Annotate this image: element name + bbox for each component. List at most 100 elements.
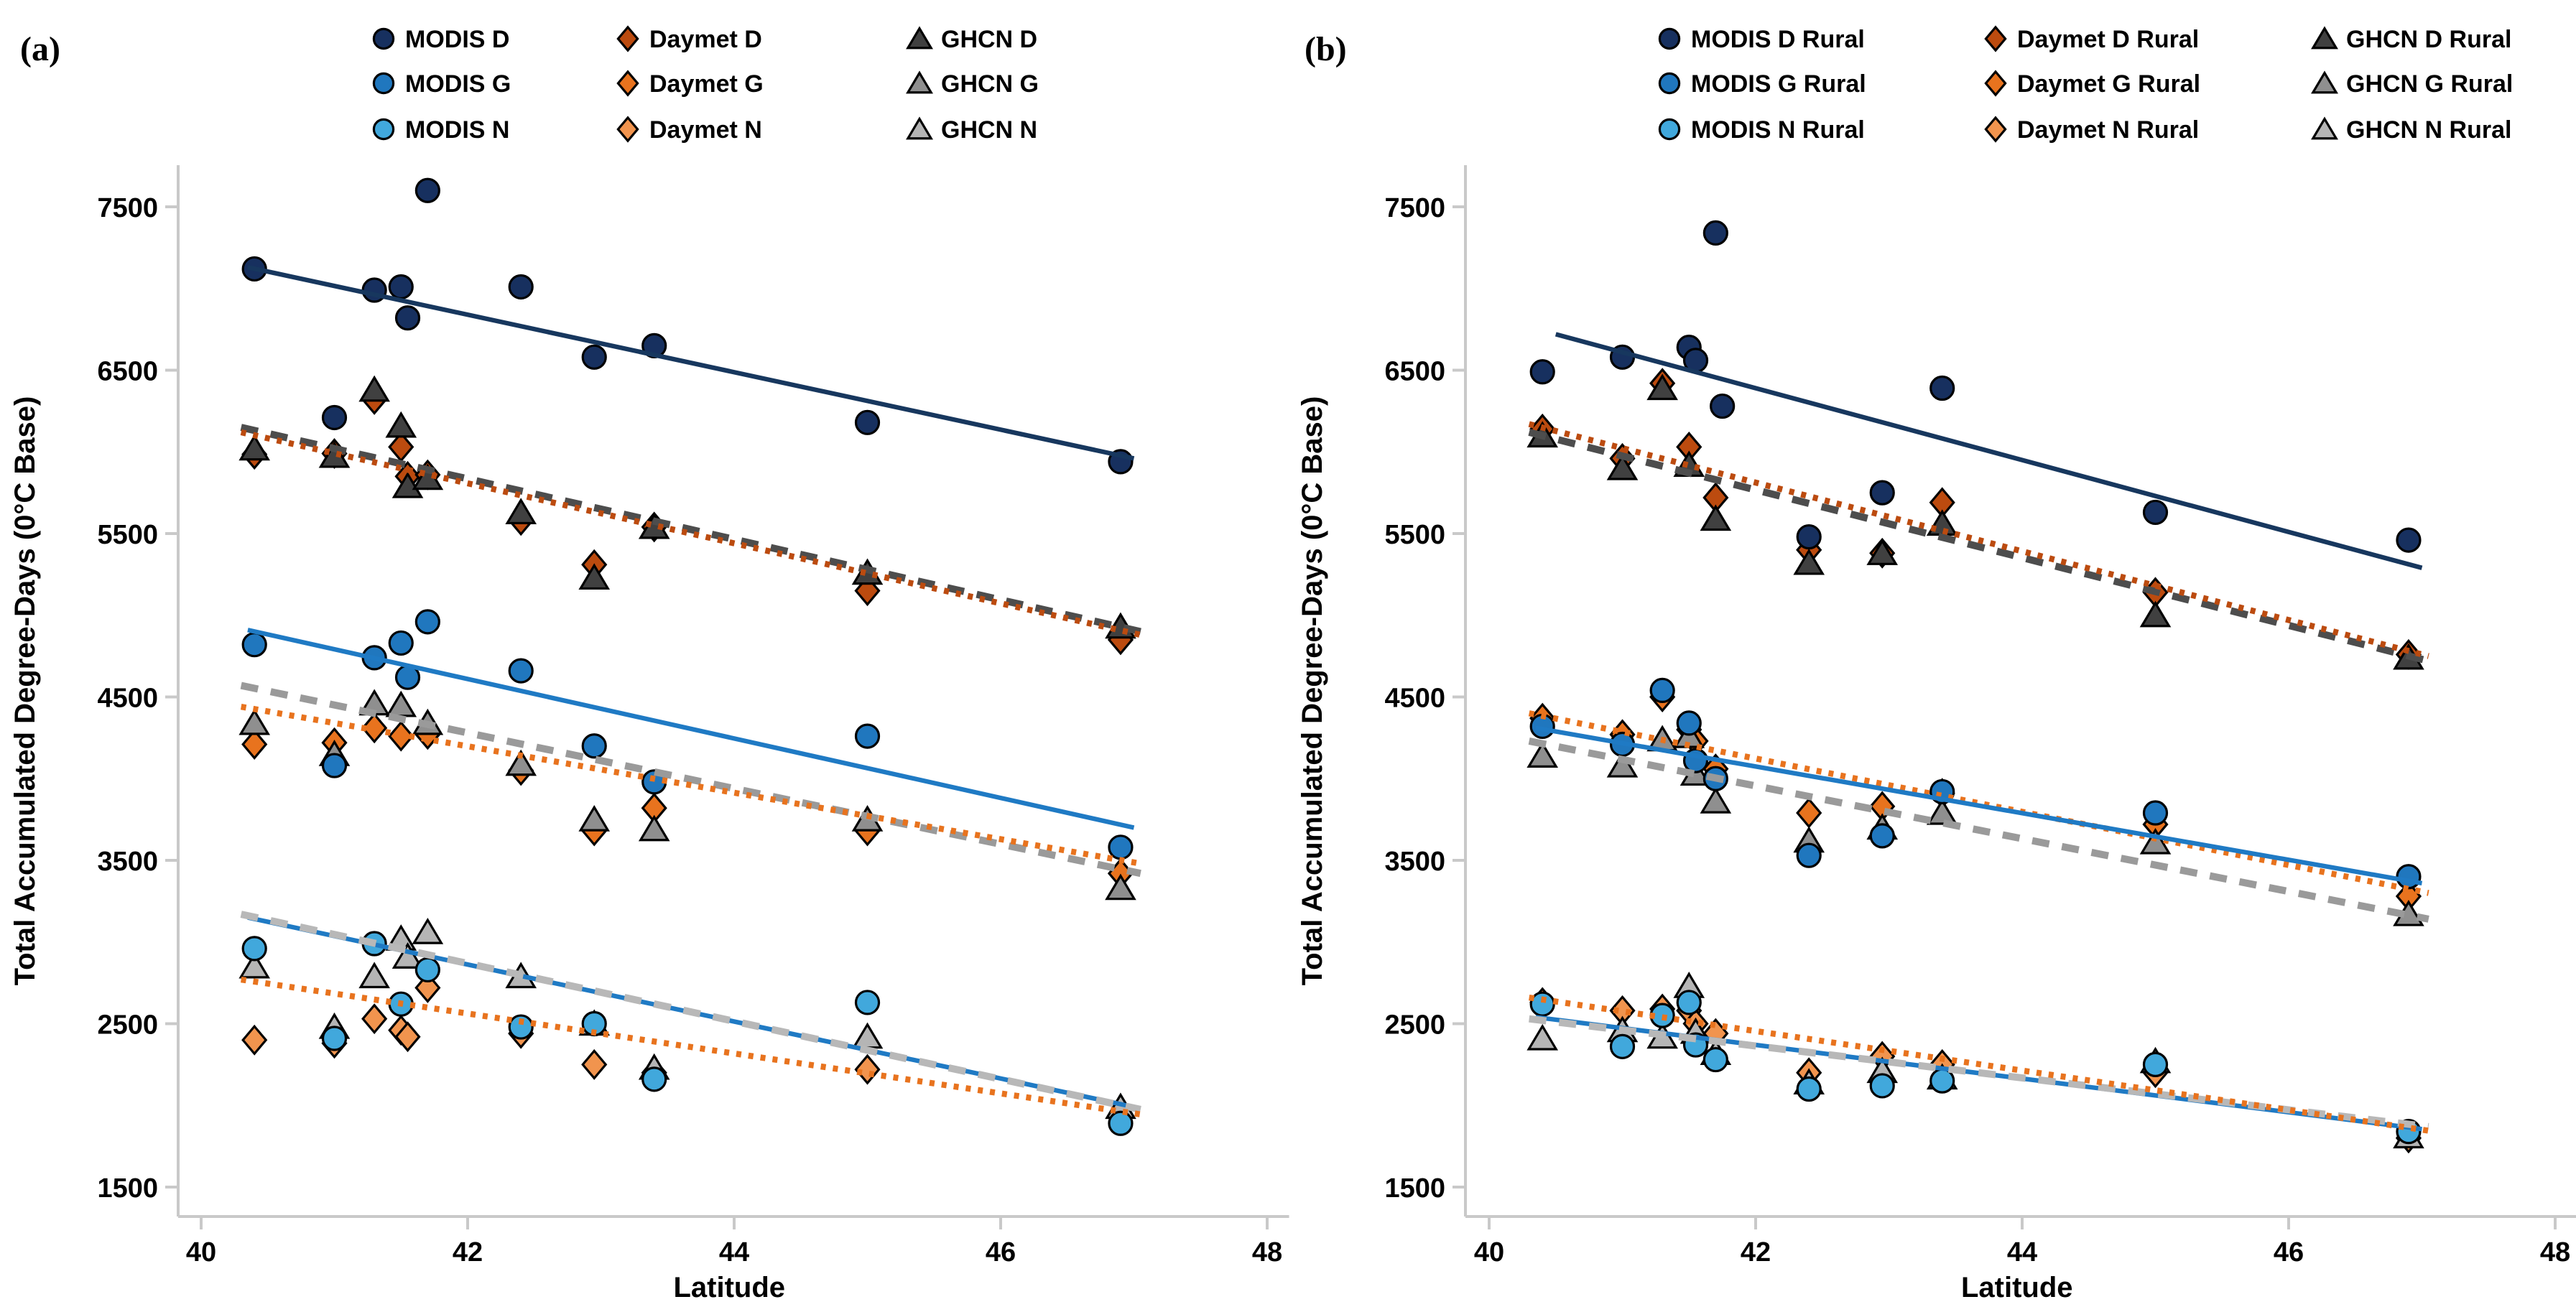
series-modis-d xyxy=(241,177,1134,475)
modis-g-rural-point xyxy=(2396,864,2422,890)
modis-g-rural-point xyxy=(1676,710,1702,736)
daymet-n-point xyxy=(581,1048,608,1080)
legend-label: MODIS N xyxy=(405,116,509,144)
legend-label: GHCN G Rural xyxy=(2346,70,2513,98)
y-tick-label: 7500 xyxy=(97,193,158,223)
modis-d-rural-point xyxy=(1702,220,1728,246)
y-axis-title: Total Accumulated Degree-Days (0°C Base) xyxy=(1297,396,1328,986)
series-ghcn-d xyxy=(238,375,1136,639)
ghcn-d-rural-point xyxy=(1793,548,1825,575)
x-tick-label: 42 xyxy=(1741,1237,1771,1268)
legend-label: Daymet G Rural xyxy=(2017,70,2200,98)
legend-label: MODIS G xyxy=(405,70,511,98)
modis-d-point xyxy=(321,404,348,431)
ghcn-d-rural-point xyxy=(1606,453,1639,480)
series-modis-g-rural xyxy=(1529,677,2422,890)
trendline-ghcn-d xyxy=(240,424,1141,636)
modis-n-point xyxy=(321,1025,348,1051)
modis-d-point xyxy=(388,274,414,300)
ghcn-n-point xyxy=(851,1022,884,1049)
panel-b: (b) MODIS D Rural MODIS G Rural MODIS N Rur… xyxy=(1297,25,2576,1303)
axes: 1500 2500 3500 4500 5500 6500 7500 40 42 44 46 48 xyxy=(97,165,1289,1268)
diamond-legend-icon xyxy=(1984,25,2007,52)
triangle-legend-icon xyxy=(906,26,933,50)
legend-item-daymet-g-rural: Daymet G Rural xyxy=(1984,70,2200,98)
trendline-ghcn-g-rural xyxy=(1528,738,2429,923)
modis-g-rural-point xyxy=(2142,800,2169,826)
modis-n-point xyxy=(1108,1110,1134,1136)
ghcn-g-point xyxy=(578,804,611,832)
y-tick-label: 1500 xyxy=(1384,1173,1445,1204)
modis-d-rural-point xyxy=(1710,393,1736,419)
legend: MODIS D Rural MODIS G Rural MODIS N Rural D… xyxy=(1658,25,2513,144)
series-daymet-g-rural xyxy=(1529,682,2422,912)
legend-item-daymet-n-rural: Daymet N Rural xyxy=(1984,116,2199,144)
modis-n-rural-point xyxy=(1796,1076,1822,1102)
ghcn-n-point xyxy=(358,962,390,989)
legend-label: MODIS N Rural xyxy=(1691,116,1865,144)
panel-label: (a) xyxy=(20,30,60,68)
legend: MODIS D MODIS G MODIS N Daymet D Daymet G Day… xyxy=(372,25,1039,144)
triangle-legend-icon xyxy=(2311,70,2338,94)
modis-g-point xyxy=(508,658,534,684)
ghcn-d-point xyxy=(358,375,390,402)
series-daymet-g xyxy=(241,712,1134,889)
circle-legend-icon xyxy=(372,118,395,141)
x-tick-label: 40 xyxy=(1474,1237,1504,1268)
legend-label: Daymet D Rural xyxy=(2017,26,2199,53)
modis-n-point xyxy=(641,1066,667,1092)
trendline-modis-d xyxy=(247,265,1135,461)
legend-item-ghcn-d-rural: GHCN D Rural xyxy=(2311,26,2511,53)
legend-item-modis-d: MODIS D xyxy=(372,26,509,53)
legend-item-modis-d-rural: MODIS D Rural xyxy=(1658,26,1865,53)
y-tick-label: 5500 xyxy=(1384,520,1445,550)
x-tick-label: 44 xyxy=(719,1237,749,1268)
x-axis-title: Latitude xyxy=(1961,1272,2073,1303)
legend-label: MODIS D xyxy=(405,26,509,53)
legend-label: GHCN N xyxy=(941,116,1037,144)
y-tick-label: 4500 xyxy=(1384,684,1445,714)
panel-label: (b) xyxy=(1305,30,1347,68)
trendline-ghcn-d-rural xyxy=(1528,429,2430,665)
y-tick-label: 3500 xyxy=(1384,847,1445,877)
legend-label: GHCN D Rural xyxy=(2346,26,2511,53)
ghcn-g-rural-point xyxy=(1700,786,1732,814)
trendlines xyxy=(1528,332,2430,1134)
triangle-legend-icon xyxy=(2311,116,2338,140)
legend-item-modis-g-rural: MODIS G Rural xyxy=(1658,70,1866,98)
ghcn-g-rural-point xyxy=(2139,827,2172,855)
modis-g-point xyxy=(414,609,440,635)
ghcn-g-point xyxy=(505,749,537,776)
trendline-ghcn-n xyxy=(240,911,1141,1113)
circle-legend-icon xyxy=(1658,72,1681,95)
x-tick-label: 48 xyxy=(1252,1237,1282,1268)
triangle-legend-icon xyxy=(2311,26,2338,50)
legend-item-daymet-g: Daymet G xyxy=(616,70,764,98)
modis-g-point xyxy=(321,753,348,778)
legend-item-modis-n: MODIS N xyxy=(372,116,509,144)
ghcn-d-rural-point xyxy=(1700,504,1732,531)
ghcn-g-rural-point xyxy=(1606,750,1639,778)
trendline-daymet-n-rural xyxy=(1529,994,2429,1134)
y-tick-label: 2500 xyxy=(97,1010,158,1041)
x-tick-label: 46 xyxy=(986,1237,1016,1268)
legend-item-daymet-d: Daymet D xyxy=(616,25,762,53)
circle-legend-icon xyxy=(1658,27,1681,50)
ghcn-g-rural-point xyxy=(1926,798,1958,825)
series-daymet-d-rural xyxy=(1529,368,2422,670)
daymet-g-point xyxy=(241,728,268,760)
legend-item-ghcn-n-rural: GHCN N Rural xyxy=(2311,116,2511,144)
ghcn-g-point xyxy=(1105,873,1136,901)
ghcn-n-point xyxy=(392,942,424,969)
y-tick-label: 7500 xyxy=(1384,193,1445,223)
trendline-daymet-g-rural xyxy=(1528,710,2429,896)
legend-label: MODIS D Rural xyxy=(1691,26,1865,53)
trendline-modis-g xyxy=(247,628,1135,830)
modis-n-rural-point xyxy=(1609,1033,1636,1059)
series-modis-d-rural xyxy=(1529,220,2422,553)
trendline-daymet-g xyxy=(240,704,1141,867)
series-ghcn-g-rural xyxy=(1526,721,2424,926)
trendline-modis-g-rural xyxy=(1535,725,2423,886)
modis-n-rural-point xyxy=(1869,1073,1895,1099)
y-axis-title: Total Accumulated Degree-Days (0°C Base) xyxy=(9,396,41,986)
